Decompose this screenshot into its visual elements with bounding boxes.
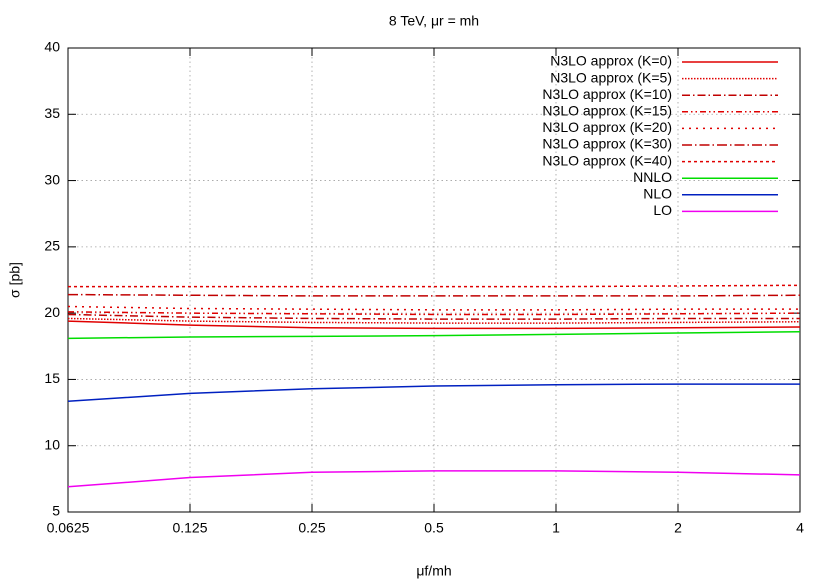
series-line <box>67 330 801 340</box>
y-tick-label: 30 <box>44 171 60 187</box>
y-tick-label: 20 <box>44 304 60 320</box>
series-line <box>67 317 801 324</box>
x-tick-label: 0.0625 <box>47 520 90 536</box>
y-tick-label: 5 <box>52 503 60 519</box>
x-tick-label: 1 <box>552 520 560 536</box>
legend-label: NNLO <box>633 169 672 185</box>
y-tick-label: 15 <box>44 370 60 386</box>
x-tick-label: 4 <box>796 520 804 536</box>
x-tick-label: 0.5 <box>424 520 444 536</box>
x-tick-label: 0.25 <box>298 520 325 536</box>
legend-label: N3LO approx (K=40) <box>542 152 672 168</box>
series-line <box>67 470 801 488</box>
y-tick-label: 40 <box>44 39 60 55</box>
legend-label: NLO <box>643 186 672 202</box>
legend-label: N3LO approx (K=30) <box>542 136 672 152</box>
y-tick-label: 10 <box>44 436 60 452</box>
series-line <box>68 284 801 288</box>
series-line <box>67 383 800 403</box>
legend-label: N3LO approx (K=10) <box>542 86 672 102</box>
series-line <box>67 320 801 330</box>
x-axis-label: μf/mh <box>416 563 451 579</box>
y-tick-label: 25 <box>44 238 60 254</box>
x-tick-label: 2 <box>674 520 682 536</box>
y-axis-label: σ [pb] <box>7 262 23 298</box>
series-line <box>67 311 801 316</box>
legend-label: N3LO approx (K=20) <box>542 119 672 135</box>
legend-label: N3LO approx (K=5) <box>550 69 672 85</box>
x-tick-label: 0.125 <box>172 520 207 536</box>
legend-label: N3LO approx (K=15) <box>542 103 672 119</box>
plot-frame <box>67 47 801 513</box>
chart-title: 8 TeV, μr = mh <box>389 13 479 29</box>
legend-label: N3LO approx (K=0) <box>550 53 672 69</box>
series-line <box>67 305 800 311</box>
series-line <box>67 313 800 320</box>
y-tick-label: 35 <box>44 105 60 121</box>
legend-label: LO <box>653 202 672 218</box>
